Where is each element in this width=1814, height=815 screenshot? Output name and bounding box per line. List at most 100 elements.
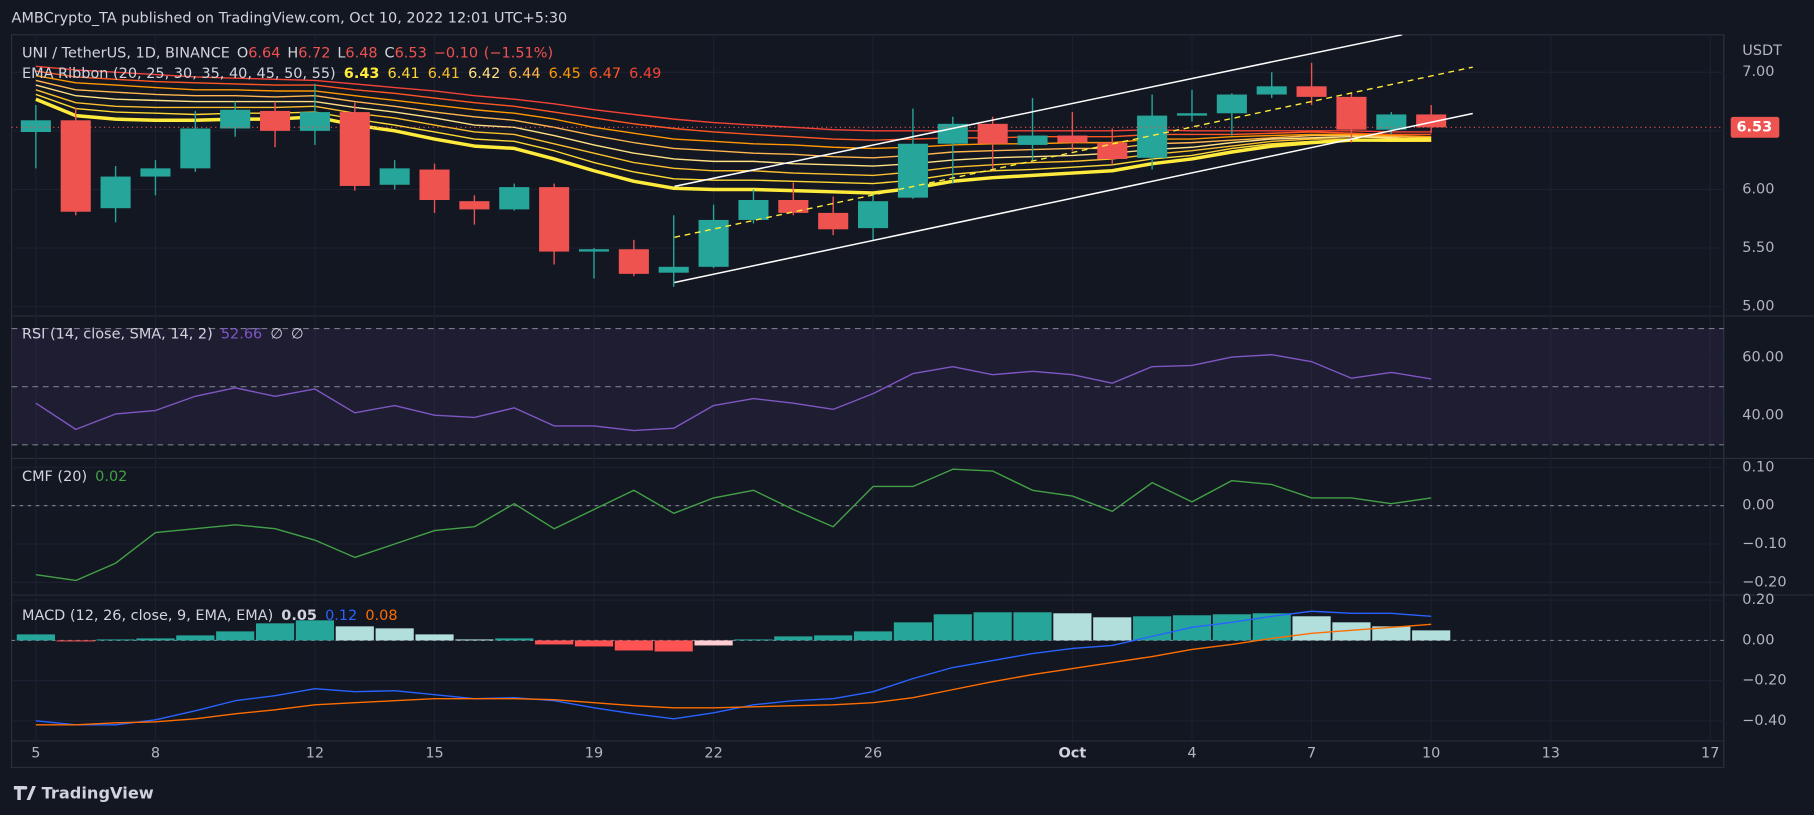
histogram-bar	[814, 635, 853, 641]
legend-item: CMF (20)	[22, 469, 87, 485]
channel-upper	[674, 34, 1403, 188]
footer-logo: TradingView	[13, 784, 154, 803]
legend-item: EMA Ribbon (20, 25, 30, 35, 40, 45, 50, …	[22, 66, 336, 82]
candle-body	[578, 249, 610, 252]
histogram-bar	[495, 638, 534, 641]
legend-item: (−1.51%)	[484, 45, 553, 61]
x-tick-label: 26	[864, 746, 882, 762]
candle-body	[1057, 135, 1088, 143]
y-tick-label: 6.00	[1742, 181, 1774, 197]
candle-body	[858, 201, 889, 229]
legend-item: ∅	[270, 327, 283, 343]
histogram-bar	[335, 626, 374, 641]
x-tick-label: 13	[1542, 746, 1560, 762]
candle-body	[459, 201, 490, 210]
candle-body	[818, 212, 849, 230]
histogram-bar	[16, 634, 55, 641]
ema-line	[35, 84, 1432, 167]
histogram-bar	[56, 640, 95, 642]
histogram-bar	[1412, 630, 1451, 641]
x-tick-label: 17	[1701, 746, 1719, 762]
candle-body	[260, 110, 291, 131]
legend-item: RSI (14, close, SMA, 14, 2)	[22, 327, 213, 343]
footer-brand: TradingView	[42, 784, 154, 803]
legend-item: UNI / TetherUS, 1D, BINANCE	[22, 45, 230, 61]
ema-line	[35, 79, 1432, 159]
ema-line	[35, 75, 1432, 150]
candle-body	[379, 168, 410, 185]
axis-unit: USDT	[1742, 43, 1782, 59]
legend: UNI / TetherUS, 1D, BINANCE O6.64 H6.72 L6.…	[22, 45, 553, 61]
candle-body	[1376, 114, 1407, 130]
last-price-label: 6.53	[1736, 119, 1772, 135]
x-tick-label: 10	[1422, 746, 1440, 762]
publisher-header: AMBCrypto_TA published on TradingView.co…	[12, 11, 568, 27]
legend-item: 6.47	[589, 66, 621, 82]
legend-item: 6.64	[248, 45, 280, 61]
histogram-bar	[893, 622, 933, 641]
legend-item: 6.42	[468, 66, 500, 82]
histogram-bar	[734, 639, 773, 641]
y-tick-label: −0.10	[1742, 536, 1786, 552]
legend-item: MACD (12, 26, close, 9, EMA, EMA)	[22, 608, 273, 624]
legend-item: 6.48	[345, 45, 377, 61]
histogram-bar	[654, 640, 693, 652]
candle-body	[698, 219, 729, 267]
channel-lower	[674, 112, 1473, 284]
candle-body	[897, 143, 928, 198]
y-tick-label: 7.00	[1742, 64, 1774, 80]
x-tick-label: 19	[585, 746, 603, 762]
candle-body	[339, 112, 370, 186]
candle-body	[299, 112, 330, 131]
legend-item: O	[237, 45, 248, 61]
candle-body	[778, 200, 809, 213]
histogram-bar	[455, 639, 494, 641]
logo-dot	[23, 785, 28, 790]
legend-item: 0.12	[325, 608, 357, 624]
y-tick-label: 5.50	[1742, 240, 1774, 256]
histogram-bar	[1292, 616, 1331, 641]
legend-item: 6.43	[344, 66, 380, 82]
candle-body	[1137, 115, 1168, 158]
macd-line	[35, 610, 1432, 726]
legend-item: H	[287, 45, 298, 61]
y-tick-label: 0.20	[1742, 592, 1774, 608]
candle-body	[1336, 96, 1367, 130]
candle-body	[1416, 114, 1447, 128]
x-tick-label: 8	[151, 746, 160, 762]
legend-item: 52.66	[221, 327, 262, 343]
legend: MACD (12, 26, close, 9, EMA, EMA) 0.05 0.1…	[22, 608, 398, 624]
x-tick-label: 5	[31, 746, 40, 762]
signal-line	[35, 623, 1432, 726]
ema-line	[35, 65, 1432, 133]
legend-item: 6.41	[388, 66, 420, 82]
histogram-bar	[176, 635, 215, 641]
candle-body	[1176, 113, 1208, 116]
histogram-bar	[1093, 617, 1132, 641]
x-tick-label: 22	[704, 746, 722, 762]
legend: CMF (20) 0.02	[22, 469, 127, 485]
legend-item: 0.05	[281, 608, 317, 624]
candle-body	[658, 266, 689, 273]
legend-item: C	[385, 45, 395, 61]
legend-item: 6.53	[395, 45, 427, 61]
legend: EMA Ribbon (20, 25, 30, 35, 40, 45, 50, …	[22, 66, 661, 82]
ema-line	[35, 70, 1432, 141]
channel-median	[674, 66, 1473, 239]
y-tick-label: −0.40	[1742, 713, 1786, 729]
logo-mark	[13, 786, 36, 800]
histogram-bar	[1212, 614, 1251, 641]
plot: 581215192226Oct471013175.005.506.006.507…	[11, 34, 1787, 762]
histogram-bar	[1053, 613, 1092, 641]
histogram-bar	[614, 640, 653, 651]
histogram-bar	[1332, 622, 1371, 641]
histogram-bar	[535, 640, 574, 645]
candle-body	[60, 120, 91, 212]
histogram-bar	[216, 631, 255, 641]
legend-item: 6.41	[428, 66, 460, 82]
candle-body	[499, 187, 530, 210]
histogram-bar	[574, 640, 614, 647]
candle-body	[1017, 135, 1048, 145]
y-tick-label: 0.00	[1742, 632, 1774, 648]
y-tick-label: 0.10	[1742, 459, 1774, 475]
